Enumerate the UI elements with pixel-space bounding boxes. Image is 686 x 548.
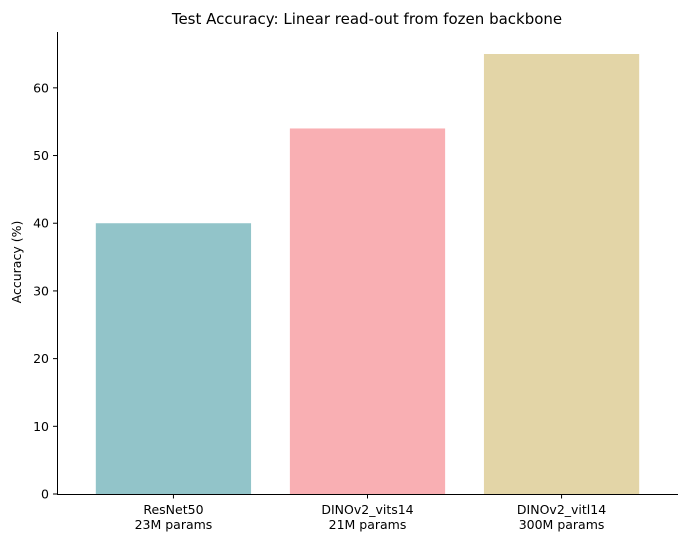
bars-group [95,54,640,494]
y-tick-label: 20 [33,351,49,366]
x-tick-label: DINOv2_vitl14 [517,502,606,517]
x-tick-label: DINOv2_vits14 [321,502,413,517]
y-tick-label: 40 [33,216,49,231]
x-tick-label: ResNet50 [143,502,203,517]
y-tick-label: 30 [33,283,49,298]
bar-3 [483,54,640,494]
x-tick-sublabel: 23M params [135,517,213,532]
bar-1 [95,223,252,494]
y-tick-label: 0 [41,487,49,502]
bar-2 [289,128,446,494]
y-ticks-group: 0 10 20 30 40 50 60 [33,80,58,502]
x-tick-sublabel: 300M params [519,517,605,532]
x-tick-sublabel: 21M params [329,517,407,532]
y-tick-label: 10 [33,419,49,434]
y-tick-label: 60 [33,80,49,95]
y-axis-label: Accuracy (%) [9,221,24,304]
y-tick-label: 50 [33,148,49,163]
chart-title: Test Accuracy: Linear read-out from foze… [171,10,562,28]
